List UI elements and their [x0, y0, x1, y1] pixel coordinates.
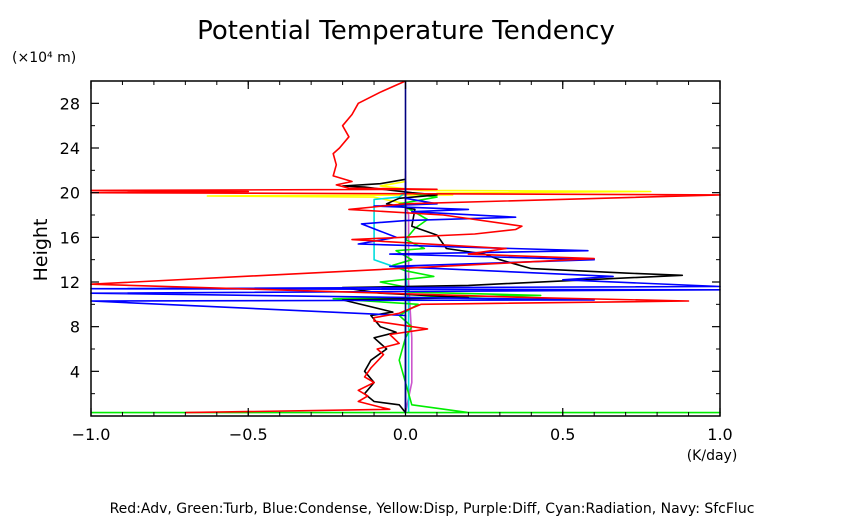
- y-tick-label: 4: [70, 362, 80, 381]
- x-axis-label: (K/day): [687, 448, 738, 464]
- x-tick-label: 0.0: [393, 425, 418, 444]
- series-line-blue: [90, 181, 721, 413]
- y-tick-label: 8: [70, 318, 80, 337]
- y-tick-label: 12: [60, 273, 80, 292]
- chart-title: Potential Temperature Tendency: [197, 16, 615, 46]
- x-tick-label: 0.5: [550, 425, 575, 444]
- y-tick-label: 16: [60, 228, 80, 247]
- y-tick-label: 28: [60, 94, 80, 113]
- series-layer: [90, 80, 721, 414]
- tick-layer: −1.0 −0.5 0.0 0.5 1.0 4 8 12 16 20 24 28: [60, 81, 733, 444]
- y-tick-label: 20: [60, 184, 80, 203]
- y-axis-unit: (×10⁴ m): [12, 50, 76, 66]
- x-tick-label: −1.0: [72, 425, 111, 444]
- x-tick-label: −0.5: [229, 425, 268, 444]
- y-axis-label: Height: [30, 219, 52, 282]
- series-line-black: [341, 178, 684, 414]
- legend-caption: Red:Adv, Green:Turb, Blue:Condense, Yell…: [110, 501, 755, 517]
- plot-frame: [90, 80, 721, 417]
- y-tick-label: 24: [60, 139, 80, 158]
- series-line-red: [90, 80, 721, 414]
- x-tick-label: 1.0: [707, 425, 732, 444]
